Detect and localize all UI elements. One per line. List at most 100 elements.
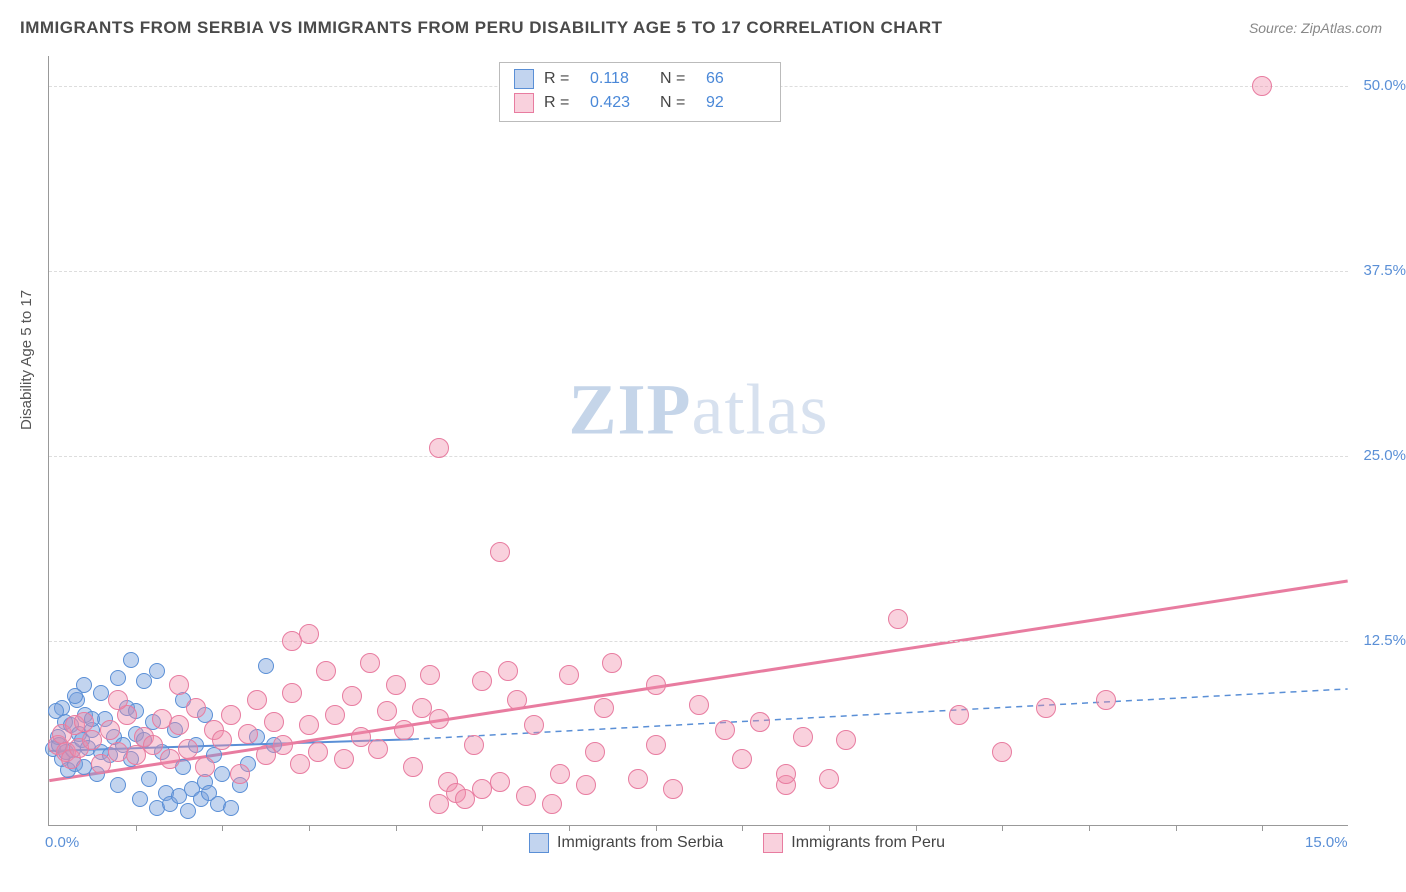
watermark: ZIPatlas (569, 368, 829, 451)
x-tick-mark (222, 825, 223, 831)
watermark-rest: atlas (692, 369, 829, 449)
data-point (342, 686, 362, 706)
series-legend-item: Immigrants from Serbia (529, 833, 723, 853)
data-point (325, 705, 345, 725)
data-point (576, 775, 596, 795)
data-point (132, 791, 148, 807)
data-point (1252, 76, 1272, 96)
data-point (949, 705, 969, 725)
data-point (100, 720, 120, 740)
data-point (542, 794, 562, 814)
source-attribution: Source: ZipAtlas.com (1249, 20, 1382, 36)
data-point (464, 735, 484, 755)
data-point (221, 705, 241, 725)
data-point (48, 703, 64, 719)
data-point (420, 665, 440, 685)
x-tick-mark (916, 825, 917, 831)
data-point (490, 772, 510, 792)
plot-area: ZIPatlas R =0.118N =66R =0.423N =92 Immi… (48, 56, 1348, 826)
legend-r-label: R = (544, 67, 580, 91)
data-point (429, 438, 449, 458)
data-point (732, 749, 752, 769)
data-point (178, 739, 198, 759)
legend-r-value: 0.118 (590, 67, 650, 91)
y-tick-label: 37.5% (1354, 262, 1406, 279)
data-point (141, 771, 157, 787)
data-point (230, 764, 250, 784)
correlation-legend: R =0.118N =66R =0.423N =92 (499, 62, 781, 122)
legend-swatch (514, 69, 534, 89)
data-point (282, 683, 302, 703)
legend-n-value: 92 (706, 91, 766, 115)
legend-swatch (514, 93, 534, 113)
data-point (689, 695, 709, 715)
x-tick-mark (569, 825, 570, 831)
data-point (888, 609, 908, 629)
data-point (412, 698, 432, 718)
x-tick-mark (1176, 825, 1177, 831)
data-point (334, 749, 354, 769)
x-tick-mark (1262, 825, 1263, 831)
data-point (123, 652, 139, 668)
data-point (507, 690, 527, 710)
x-tick-mark (1002, 825, 1003, 831)
data-point (360, 653, 380, 673)
y-tick-label: 12.5% (1354, 632, 1406, 649)
gridline (49, 271, 1348, 272)
x-tick-label: 0.0% (45, 834, 79, 851)
legend-row: R =0.423N =92 (514, 91, 766, 115)
data-point (559, 665, 579, 685)
x-tick-mark (829, 825, 830, 831)
legend-r-value: 0.423 (590, 91, 650, 115)
data-point (264, 712, 284, 732)
data-point (516, 786, 536, 806)
x-tick-mark (656, 825, 657, 831)
y-tick-label: 25.0% (1354, 447, 1406, 464)
data-point (238, 724, 258, 744)
data-point (143, 735, 163, 755)
data-point (429, 709, 449, 729)
data-point (214, 766, 230, 782)
data-point (776, 764, 796, 784)
x-tick-mark (742, 825, 743, 831)
data-point (368, 739, 388, 759)
data-point (1036, 698, 1056, 718)
data-point (290, 754, 310, 774)
legend-r-label: R = (544, 91, 580, 115)
series-legend: Immigrants from Serbia Immigrants from Pe… (529, 833, 945, 853)
data-point (169, 675, 189, 695)
data-point (93, 685, 109, 701)
data-point (498, 661, 518, 681)
watermark-bold: ZIP (569, 369, 692, 449)
y-tick-label: 50.0% (1354, 77, 1406, 94)
data-point (186, 698, 206, 718)
legend-n-value: 66 (706, 67, 766, 91)
legend-swatch (529, 833, 549, 853)
x-tick-mark (482, 825, 483, 831)
legend-swatch (763, 833, 783, 853)
data-point (394, 720, 414, 740)
data-point (403, 757, 423, 777)
legend-n-label: N = (660, 67, 696, 91)
data-point (180, 803, 196, 819)
data-point (308, 742, 328, 762)
data-point (646, 675, 666, 695)
data-point (273, 735, 293, 755)
data-point (1096, 690, 1116, 710)
data-point (750, 712, 770, 732)
data-point (715, 720, 735, 740)
x-tick-mark (1089, 825, 1090, 831)
series-legend-item: Immigrants from Peru (763, 833, 945, 853)
gridline (49, 641, 1348, 642)
data-point (836, 730, 856, 750)
data-point (628, 769, 648, 789)
series-name: Immigrants from Peru (791, 834, 945, 852)
data-point (377, 701, 397, 721)
data-point (524, 715, 544, 735)
data-point (110, 777, 126, 793)
x-tick-mark (136, 825, 137, 831)
x-tick-mark (309, 825, 310, 831)
data-point (247, 690, 267, 710)
data-point (490, 542, 510, 562)
data-point (992, 742, 1012, 762)
